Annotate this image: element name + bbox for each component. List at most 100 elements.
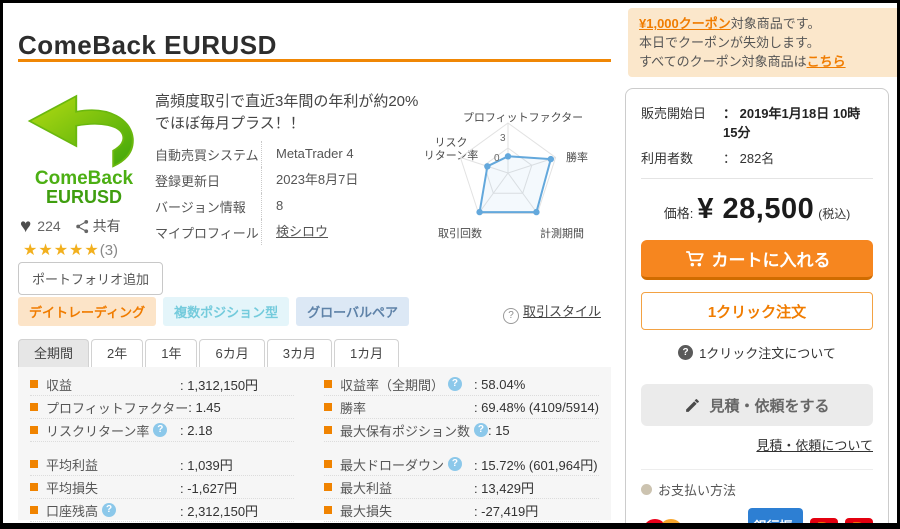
coupon-line-1-text: 対象商品です。 xyxy=(730,16,821,31)
tab-all-period[interactable]: 全期間 xyxy=(18,339,90,367)
help-icon[interactable] xyxy=(447,377,462,391)
tag-multi-position[interactable]: 複数ポジション型 xyxy=(163,297,290,326)
daily-d-icon: D xyxy=(845,518,873,523)
stats-column-left: 収益 : 1,312,150円 プロフィットファクター : 1.45 リスクリタ… xyxy=(30,373,294,522)
quote-button-label: 見積・依頼をする xyxy=(709,397,830,415)
stat-label-text: 最大保有ポジション数 xyxy=(339,423,470,439)
help-icon[interactable] xyxy=(473,423,488,437)
info-value: MetaTrader 4 xyxy=(261,141,354,167)
trade-style-link[interactable]: 取引スタイル xyxy=(522,304,601,319)
daily-d-icon: D xyxy=(810,518,838,523)
question-circle-icon xyxy=(502,308,519,324)
coupon-all-link[interactable]: こちら xyxy=(806,54,846,69)
radar-axis-profit-factor: プロフィットファクター xyxy=(462,112,584,124)
info-value: 2023年8月7日 xyxy=(261,167,358,193)
coupon-amount-link[interactable]: ¥1,000クーポン xyxy=(639,16,731,31)
stat-label: リスクリターン率 xyxy=(46,421,180,440)
tag-global-pair[interactable]: グローバルペア xyxy=(296,297,409,326)
one-click-about-row: 1クリック注文について xyxy=(641,343,873,362)
stat-value: : -27,419円 xyxy=(473,503,539,519)
tab-2y[interactable]: 2年 xyxy=(91,339,144,367)
stat-row-max-loss: 最大損失 : -27,419円 xyxy=(323,499,599,522)
bullet-icon xyxy=(30,380,38,388)
add-to-cart-button[interactable]: カートに入れる xyxy=(641,240,873,280)
stat-label-text: 収益率（全期間） xyxy=(339,377,444,393)
help-icon[interactable] xyxy=(447,457,462,471)
product-page: ComeBack EURUSD ¥1,000クーポン対象商品です。 本日でクーポ… xyxy=(3,3,897,523)
product-headline: 高頻度取引で直近3年間の年利が約20% でほぼ毎月プラス！！ xyxy=(155,91,440,135)
price-tax-note: (税込) xyxy=(818,207,851,221)
share-button[interactable]: 共有 xyxy=(75,216,121,236)
coupon-line-3-text: すべてのクーポン対象商品は xyxy=(639,54,807,69)
seller-profile-link[interactable]: 検シロウ xyxy=(276,224,329,239)
comeback-arrow-icon xyxy=(27,94,134,168)
headline-line1: 高頻度取引で直近3年間の年利が約20% xyxy=(155,93,419,110)
stats-table: 収益 : 1,312,150円 プロフィットファクター : 1.45 リスクリタ… xyxy=(18,367,611,522)
stat-label: 勝率 xyxy=(339,400,366,416)
payment-bullet-icon xyxy=(641,484,652,495)
tab-1y[interactable]: 1年 xyxy=(145,339,198,367)
stat-value: : 13,429円 xyxy=(473,480,534,496)
cart-button-label: カートに入れる xyxy=(711,251,831,270)
tag-day-trading[interactable]: デイトレーディング xyxy=(18,297,157,326)
tab-6m[interactable]: 6カ月 xyxy=(199,339,265,367)
quote-request-button[interactable]: 見積・依頼をする xyxy=(641,384,873,426)
price-label: 価格: xyxy=(663,206,694,221)
info-label: 登録更新日 xyxy=(155,173,221,189)
star-icons: ★★★★★ xyxy=(23,242,100,259)
stat-label: 口座残高 xyxy=(46,501,180,520)
trade-style-row: 取引スタイル xyxy=(423,301,601,324)
stat-row-risk-return: リスクリターン率 : 2.18 xyxy=(30,419,294,442)
payment-label-row: お支払い方法 xyxy=(641,480,873,499)
bullet-icon xyxy=(30,506,38,514)
payment-section: お支払い方法 mastercard VISA 銀行振込 D D Daily JC… xyxy=(641,469,873,523)
quote-about-row: 見積・依頼について xyxy=(641,435,873,454)
svg-text:0: 0 xyxy=(494,153,500,164)
info-label: マイプロフィール xyxy=(155,225,259,241)
info-label: バージョン情報 xyxy=(155,199,246,215)
users-row: 利用者数 ： 282名 xyxy=(641,148,873,167)
add-portfolio-button[interactable]: ポートフォリオ追加 xyxy=(18,262,164,295)
stat-value: : 2.18 xyxy=(180,422,213,438)
tab-3m[interactable]: 3カ月 xyxy=(266,339,332,367)
coupon-line-2: 本日でクーポンが失効します。 xyxy=(639,35,820,50)
review-rating[interactable]: ★★★★★(3) xyxy=(23,240,118,260)
stat-label-text: リスクリターン率 xyxy=(46,423,150,439)
release-date-label: 販売開始日 xyxy=(641,106,707,121)
info-row-version: バージョン情報 8 xyxy=(155,193,465,219)
info-value: 8 xyxy=(261,193,283,219)
favorite-count: 224 xyxy=(37,218,61,234)
product-info-list: 自動売買システム MetaTrader 4 登録更新日 2023年8月7日 バー… xyxy=(155,141,465,245)
logo-text-line2: EURUSD xyxy=(45,187,122,207)
svg-text:3: 3 xyxy=(500,133,506,144)
mastercard-logo: mastercard xyxy=(641,519,683,523)
mastercard-circles-icon xyxy=(641,519,683,523)
logo-text-line1: ComeBack xyxy=(34,168,134,189)
help-dark-icon xyxy=(678,345,694,360)
title-divider xyxy=(18,59,611,62)
social-row: ♥ 224 共有 xyxy=(20,216,121,236)
stat-value: : 15 xyxy=(487,422,510,438)
one-click-about-link[interactable]: 1クリック注文について xyxy=(699,346,836,361)
stat-value: : 69.48% (4109/5914) xyxy=(473,399,599,415)
stat-value: : 2,312,150円 xyxy=(180,503,259,519)
stat-row-max-drawdown: 最大ドローダウン : 15.72% (601,964円) xyxy=(323,453,599,476)
stat-row-balance: 口座残高 : 2,312,150円 xyxy=(30,499,294,522)
help-icon[interactable] xyxy=(102,503,117,517)
stat-row-avg-loss: 平均損失 : -1,627円 xyxy=(30,476,294,499)
stat-label: 平均損失 xyxy=(46,480,99,496)
stat-row-win-rate: 勝率 : 69.48% (4109/5914) xyxy=(323,396,599,419)
page-title: ComeBack EURUSD xyxy=(18,30,277,61)
stat-label: 平均利益 xyxy=(46,457,99,473)
stat-value: : 1,039円 xyxy=(180,457,233,473)
bullet-icon xyxy=(323,403,332,411)
purchase-panel: 販売開始日 ： 2019年1月18日 10時15分 利用者数 ： 282名 価格… xyxy=(625,88,889,523)
tab-1m[interactable]: 1カ月 xyxy=(333,339,400,367)
stat-label: 最大利益 xyxy=(339,480,392,496)
favorite-heart-icon[interactable]: ♥ xyxy=(20,215,32,237)
help-icon[interactable] xyxy=(153,423,168,437)
one-click-order-button[interactable]: 1クリック注文 xyxy=(641,292,873,330)
stats-column-right: 収益率（全期間） : 58.04% 勝率 : 69.48% (4109/5914… xyxy=(323,373,599,522)
quote-about-link[interactable]: 見積・依頼について xyxy=(756,438,873,453)
